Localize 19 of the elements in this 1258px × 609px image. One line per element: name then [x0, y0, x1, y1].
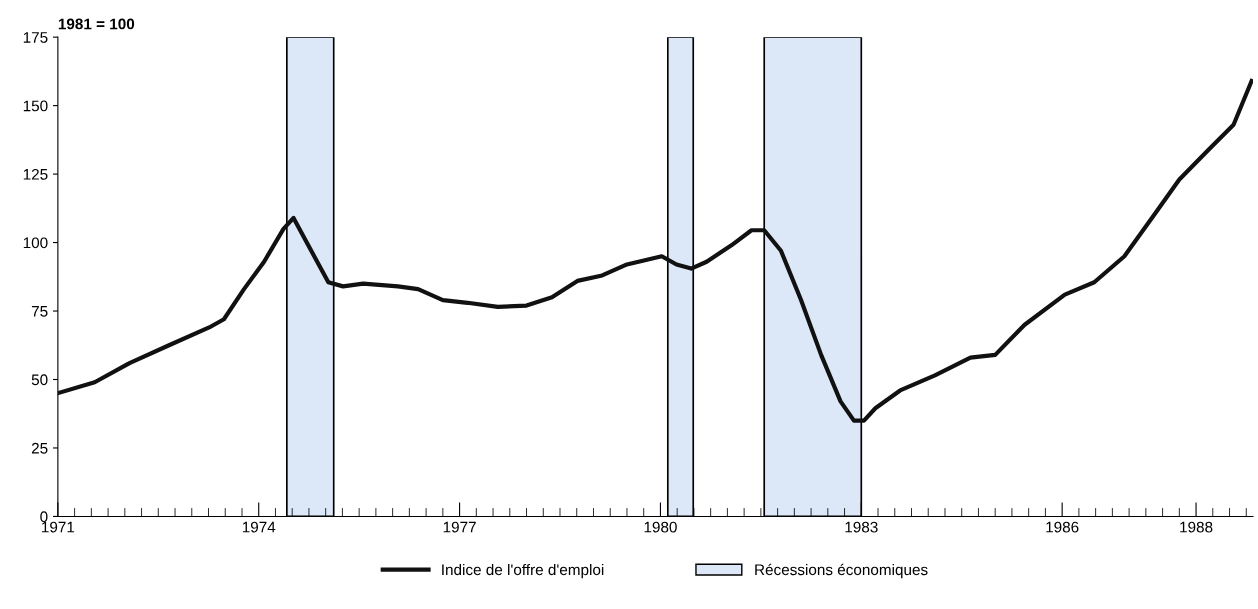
legend-label: Indice de l'offre d'emploi [442, 563, 604, 579]
x-tick-label: 1986 [1046, 521, 1079, 533]
x-tick-label: 1988 [1180, 521, 1213, 533]
y-axis-title: 1981 = 100 [58, 18, 135, 30]
line-series [57, 78, 1253, 423]
y-tick-label: 75 [31, 306, 48, 317]
x-tick-label: 1974 [242, 521, 276, 533]
y-tick-label: 25 [31, 442, 48, 454]
x-tick-label: 1971 [42, 521, 75, 533]
y-tick-label: 0 [40, 511, 48, 523]
y-tick-label: 150 [23, 100, 48, 112]
y-tick-label: 100 [23, 237, 48, 249]
x-tick-label: 1977 [443, 521, 476, 533]
legend-label: Récessions économiques [755, 563, 928, 579]
y-tick-label: 125 [23, 168, 48, 180]
y-tick-label: 175 [23, 32, 48, 43]
x-tick-label: 1980 [644, 521, 677, 533]
x-tick-label: 1983 [845, 521, 878, 533]
y-tick-label: 50 [31, 374, 48, 386]
